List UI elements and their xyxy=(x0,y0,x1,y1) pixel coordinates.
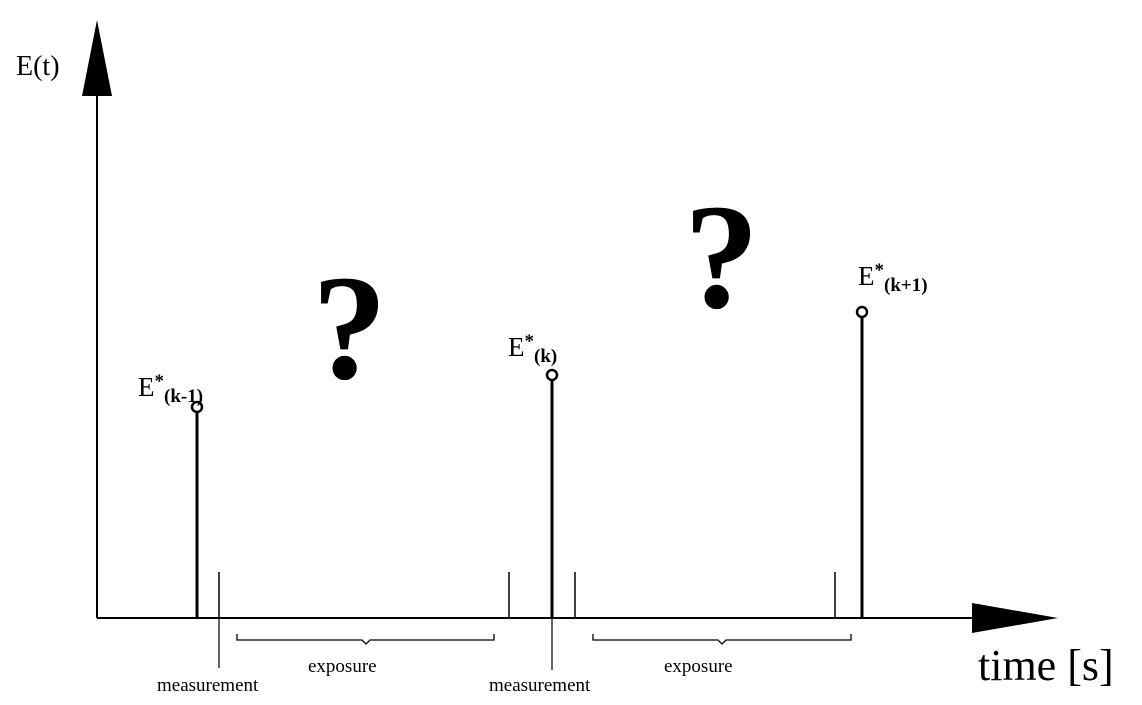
sample-subscript: (k) xyxy=(534,346,557,367)
sample-symbol: E xyxy=(138,372,155,402)
sample-symbol: E xyxy=(508,332,525,362)
sample-label: E*(k+1) xyxy=(858,260,928,296)
sample-label: E*(k-1) xyxy=(138,371,203,407)
sample-k: E*(k) xyxy=(508,331,559,618)
sample-label: E*(k) xyxy=(508,331,557,367)
sample-subscript: (k+1) xyxy=(884,275,928,296)
sample-star: * xyxy=(875,260,885,281)
interval-ticks xyxy=(218,572,836,618)
question-mark-left: ? xyxy=(312,245,387,411)
sample-star: * xyxy=(155,371,165,392)
x-axis-arrowhead xyxy=(972,603,1058,633)
x-axis-label: time [s] xyxy=(978,641,1114,690)
y-axis-arrowhead xyxy=(82,20,112,96)
sample-k-plus-1: E*(k+1) xyxy=(855,260,928,618)
sample-star: * xyxy=(525,331,535,352)
measurement-label-1: measurement xyxy=(157,675,259,696)
sample-marker xyxy=(545,368,559,382)
exposure-label-1: exposure xyxy=(308,656,377,677)
measurement-leaders xyxy=(218,618,553,670)
sample-marker xyxy=(190,400,204,414)
sample-k-minus-1: E*(k-1) xyxy=(138,371,204,618)
measurement-label-2: measurement xyxy=(489,675,591,696)
exposure-label-2: exposure xyxy=(664,656,733,677)
sample-marker xyxy=(855,305,869,319)
sample-symbol: E xyxy=(858,261,875,291)
question-mark-right: ? xyxy=(684,174,759,340)
exposure-brace-left xyxy=(236,634,495,645)
sample-subscript: (k-1) xyxy=(164,386,203,407)
axes xyxy=(96,92,975,619)
exposure-brace-right xyxy=(592,634,852,645)
y-axis-label: E(t) xyxy=(16,51,60,82)
